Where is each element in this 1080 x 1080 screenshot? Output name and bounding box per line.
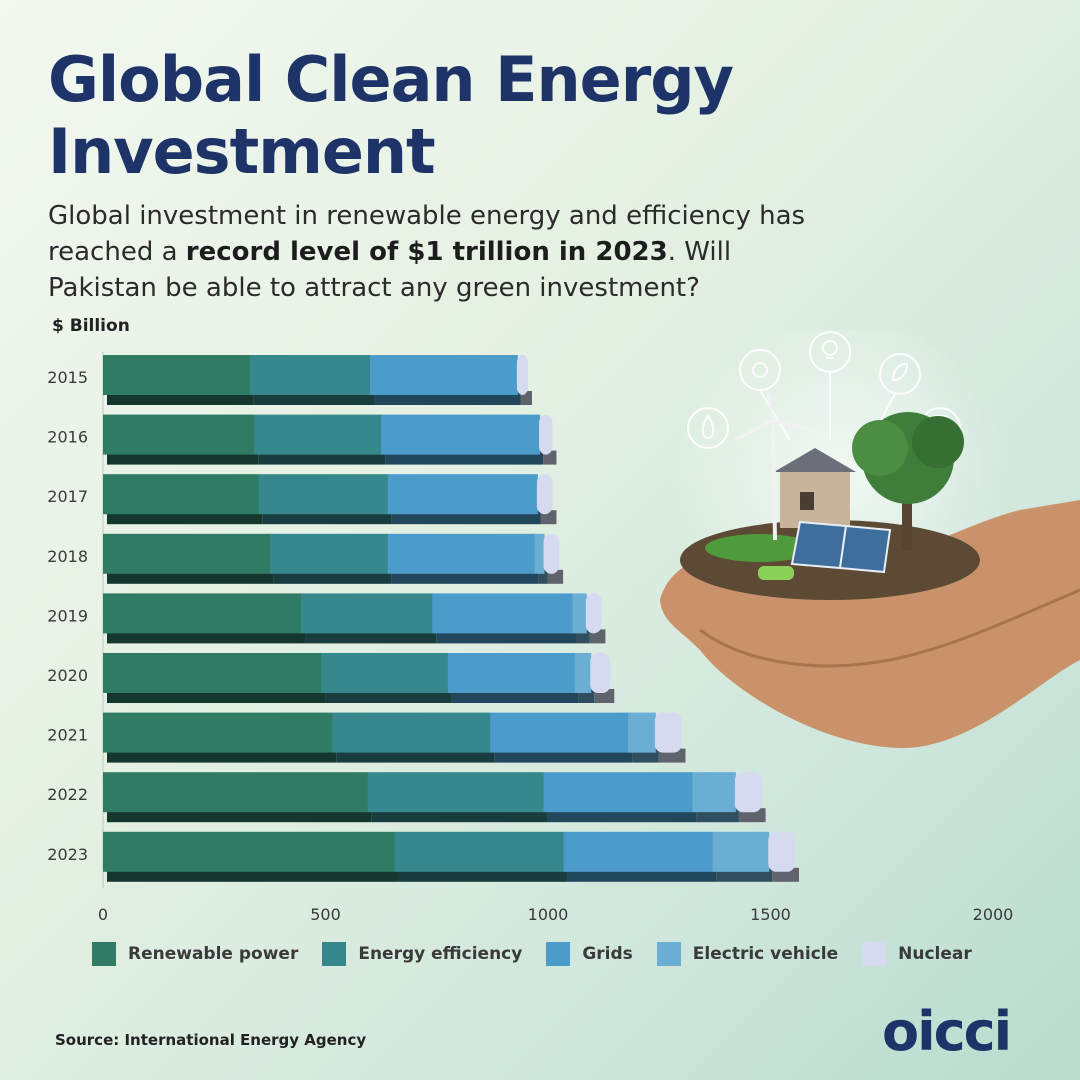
y-tick-label-2015: 2015 — [47, 368, 88, 387]
y-tick-label-2016: 2016 — [47, 428, 88, 447]
bar-2016-grids — [381, 414, 541, 455]
bar-2022-nuclear — [734, 772, 762, 813]
x-tick-label-1500: 1500 — [750, 905, 791, 924]
bar-2022-energy-efficiency — [367, 772, 545, 813]
bar-2019-nuclear — [585, 593, 602, 634]
bar-2021-energy-efficiency — [332, 712, 492, 753]
x-tick-labels: 0 500 1000 1500 2000 — [98, 905, 1013, 924]
legend-label-grids: Grids — [582, 944, 633, 964]
bar-2022-electric-vehicle — [692, 772, 736, 813]
bar-2019-renewable-power — [103, 593, 303, 634]
bar-2015-grids — [370, 355, 518, 395]
bar-2023-renewable-power — [103, 831, 396, 872]
legend-item-grids: Grids — [546, 942, 633, 966]
y-tick-label-2022: 2022 — [47, 785, 88, 804]
legend-swatch-nuclear — [862, 942, 887, 966]
bar-2018-renewable-power — [103, 533, 271, 574]
y-tick-label-2021: 2021 — [47, 726, 88, 745]
bar-2023-nuclear — [768, 831, 795, 872]
unit-label: $ Billion — [52, 316, 130, 336]
subtitle-text-2: . Will Pakistan be able to attract any g… — [48, 237, 732, 303]
bar-2015-energy-efficiency — [249, 355, 371, 395]
bar-2021-renewable-power — [103, 712, 334, 753]
legend-swatch-energy-efficiency — [322, 942, 347, 966]
bar-2017-nuclear — [536, 474, 553, 515]
bar-2020-nuclear — [590, 653, 611, 693]
bar-2023-grids — [563, 831, 714, 872]
legend-swatch-electric-vehicle — [656, 942, 681, 966]
bar-2023-electric-vehicle — [712, 831, 770, 872]
bar-2021-electric-vehicle — [628, 712, 656, 753]
x-tick-label-0: 0 — [98, 905, 108, 924]
y-tick-labels: 2015 2016 2017 2018 2019 2020 2021 2022 2023 — [47, 368, 88, 864]
subtitle: Global investment in renewable energy an… — [48, 198, 848, 306]
bar-2016-energy-efficiency — [254, 414, 383, 455]
y-tick-label-2020: 2020 — [47, 666, 88, 685]
oicci-logo: oicci — [882, 1000, 1012, 1063]
bar-2022-grids — [543, 772, 694, 813]
house — [780, 470, 850, 528]
y-tick-label-2023: 2023 — [47, 845, 88, 864]
bar-2018-energy-efficiency — [269, 533, 389, 574]
legend-label-electric-vehicle: Electric vehicle — [692, 944, 839, 964]
y-tick-label-2017: 2017 — [47, 487, 88, 506]
page-title: Global Clean Energy Investment — [48, 43, 734, 188]
bar-2017-renewable-power — [103, 474, 260, 515]
legend-label-nuclear: Nuclear — [898, 944, 972, 964]
legend-item-renewable-power: Renewable power — [92, 942, 298, 966]
legend-swatch-grids — [546, 942, 571, 966]
bar-2020-grids — [447, 653, 576, 693]
y-tick-label-2018: 2018 — [47, 547, 88, 566]
legend-label-energy-efficiency: Energy efficiency — [358, 944, 523, 964]
x-tick-label-2000: 2000 — [973, 905, 1014, 924]
bar-chart: 2015 2016 2017 2018 2019 2020 2021 2022 2023 0 50… — [47, 352, 1013, 924]
bar-2020-energy-efficiency — [321, 653, 449, 693]
y-tick-label-2019: 2019 — [47, 606, 88, 625]
bar-2023-energy-efficiency — [394, 831, 565, 872]
source-note: Source: International Energy Agency — [55, 1031, 367, 1049]
bar-2017-grids — [387, 474, 538, 515]
bar-2018-grids — [387, 533, 536, 574]
subtitle-text-1: Global investment in renewable energy an… — [48, 201, 806, 267]
x-tick-label-1000: 1000 — [528, 905, 569, 924]
bar-2018-nuclear — [543, 533, 560, 574]
legend: Renewable power Energy efficiency Grids Ele… — [92, 942, 996, 966]
bar-2015-renewable-power — [103, 355, 251, 395]
legend-item-nuclear: Nuclear — [862, 942, 972, 966]
bar-2018-electric-vehicle — [534, 533, 545, 574]
bars-layer — [103, 355, 799, 882]
bar-2015-nuclear — [516, 355, 528, 395]
bar-2016-renewable-power — [103, 414, 256, 455]
bar-2019-electric-vehicle — [572, 593, 587, 634]
legend-label-renewable-power: Renewable power — [128, 944, 299, 964]
bar-2022-renewable-power — [103, 772, 369, 813]
bar-2019-grids — [432, 593, 574, 634]
green-energy-illustration — [660, 330, 1080, 749]
legend-item-electric-vehicle: Electric vehicle — [656, 942, 839, 966]
x-tick-label-500: 500 — [310, 905, 341, 924]
legend-item-energy-efficiency: Energy efficiency — [322, 942, 522, 966]
bar-base-2015-5 — [520, 391, 532, 405]
subtitle-highlight: record level of $1 trillion in 2023 — [185, 237, 668, 267]
legend-swatch-renewable-power — [92, 942, 116, 966]
bar-2020-renewable-power — [103, 653, 323, 693]
bar-2017-energy-efficiency — [258, 474, 389, 515]
bar-2021-grids — [490, 712, 630, 753]
bar-2019-energy-efficiency — [301, 593, 434, 634]
bar-2020-electric-vehicle — [574, 653, 592, 693]
bar-2016-nuclear — [539, 414, 553, 455]
bar-2021-nuclear — [654, 712, 682, 753]
bar-base-2018-4 — [538, 569, 548, 584]
